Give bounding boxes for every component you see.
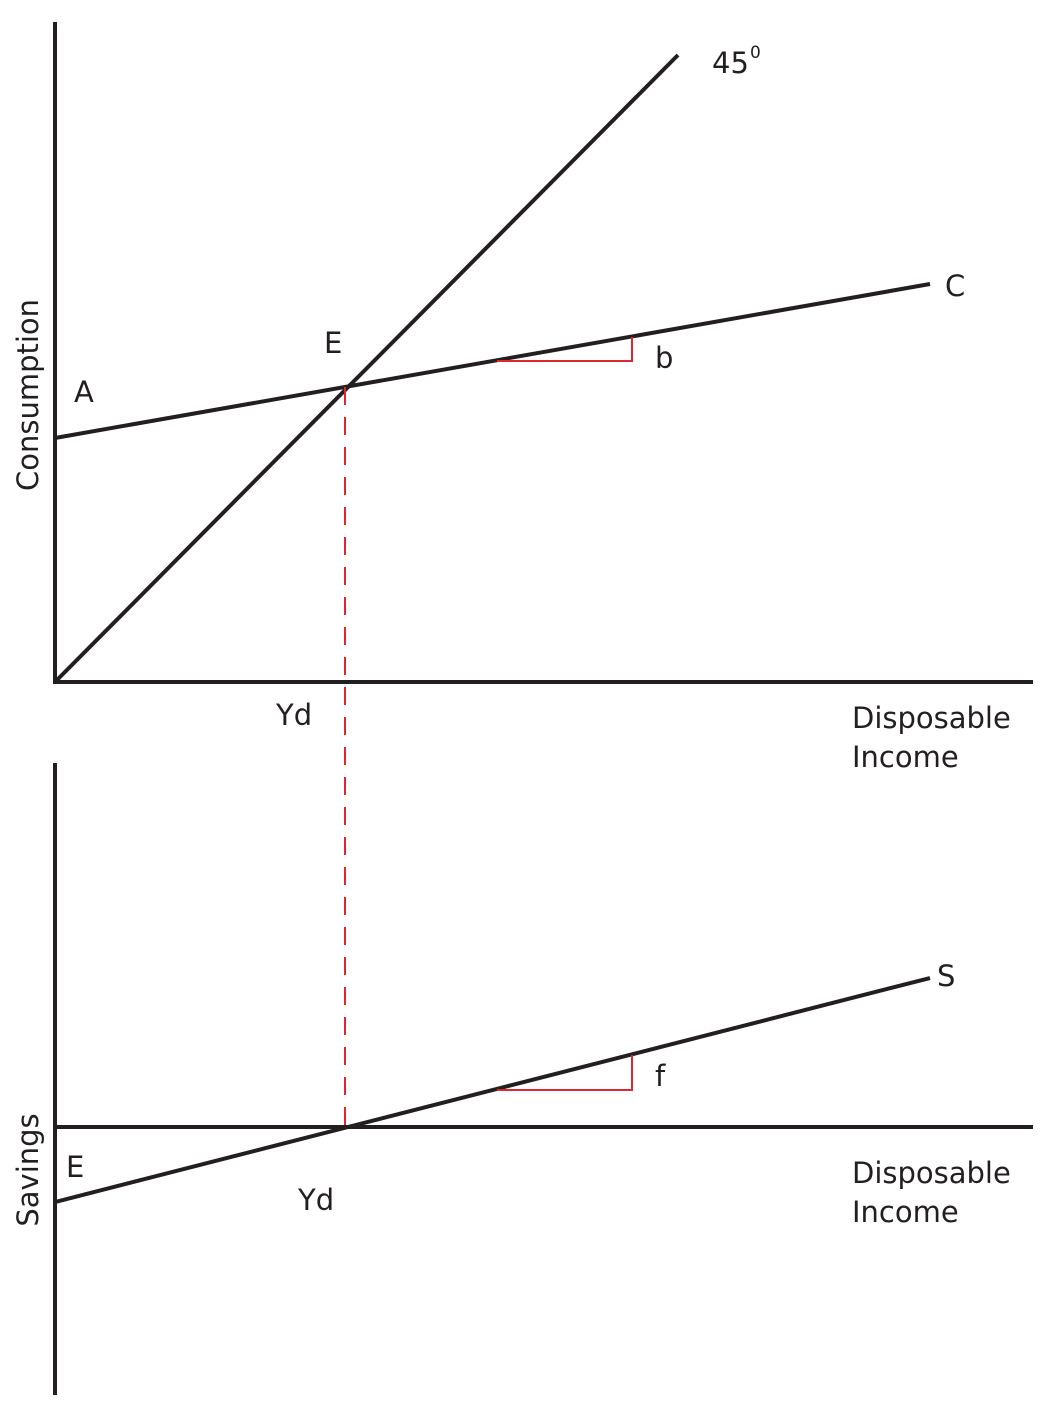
x-marker-label: Yd <box>297 1183 334 1217</box>
line-45-label: 45 <box>712 46 749 80</box>
consumption-label: C <box>945 269 965 303</box>
equilibrium-label: E <box>324 326 342 360</box>
slope-triangle <box>497 1055 633 1091</box>
line-45 <box>53 53 680 684</box>
slope-label: b <box>655 341 673 375</box>
y-axis-label: Consumption <box>11 299 45 491</box>
x-axis-label: Income <box>852 740 959 774</box>
savings-label: S <box>937 959 955 993</box>
slope-triangle <box>497 337 633 362</box>
savings-line <box>54 976 931 1204</box>
intercept-label: A <box>74 375 94 409</box>
x-marker-label: Yd <box>275 698 312 732</box>
consumption-line <box>54 282 931 440</box>
x-axis-label: Income <box>852 1195 959 1229</box>
intercept-label: E <box>66 1150 84 1184</box>
y-axis-label: Savings <box>11 1113 45 1226</box>
x-axis-label: Disposable <box>852 701 1011 735</box>
line-45-superscript: 0 <box>750 43 761 63</box>
x-axis-label: Disposable <box>852 1156 1011 1190</box>
slope-label: f <box>655 1059 666 1093</box>
